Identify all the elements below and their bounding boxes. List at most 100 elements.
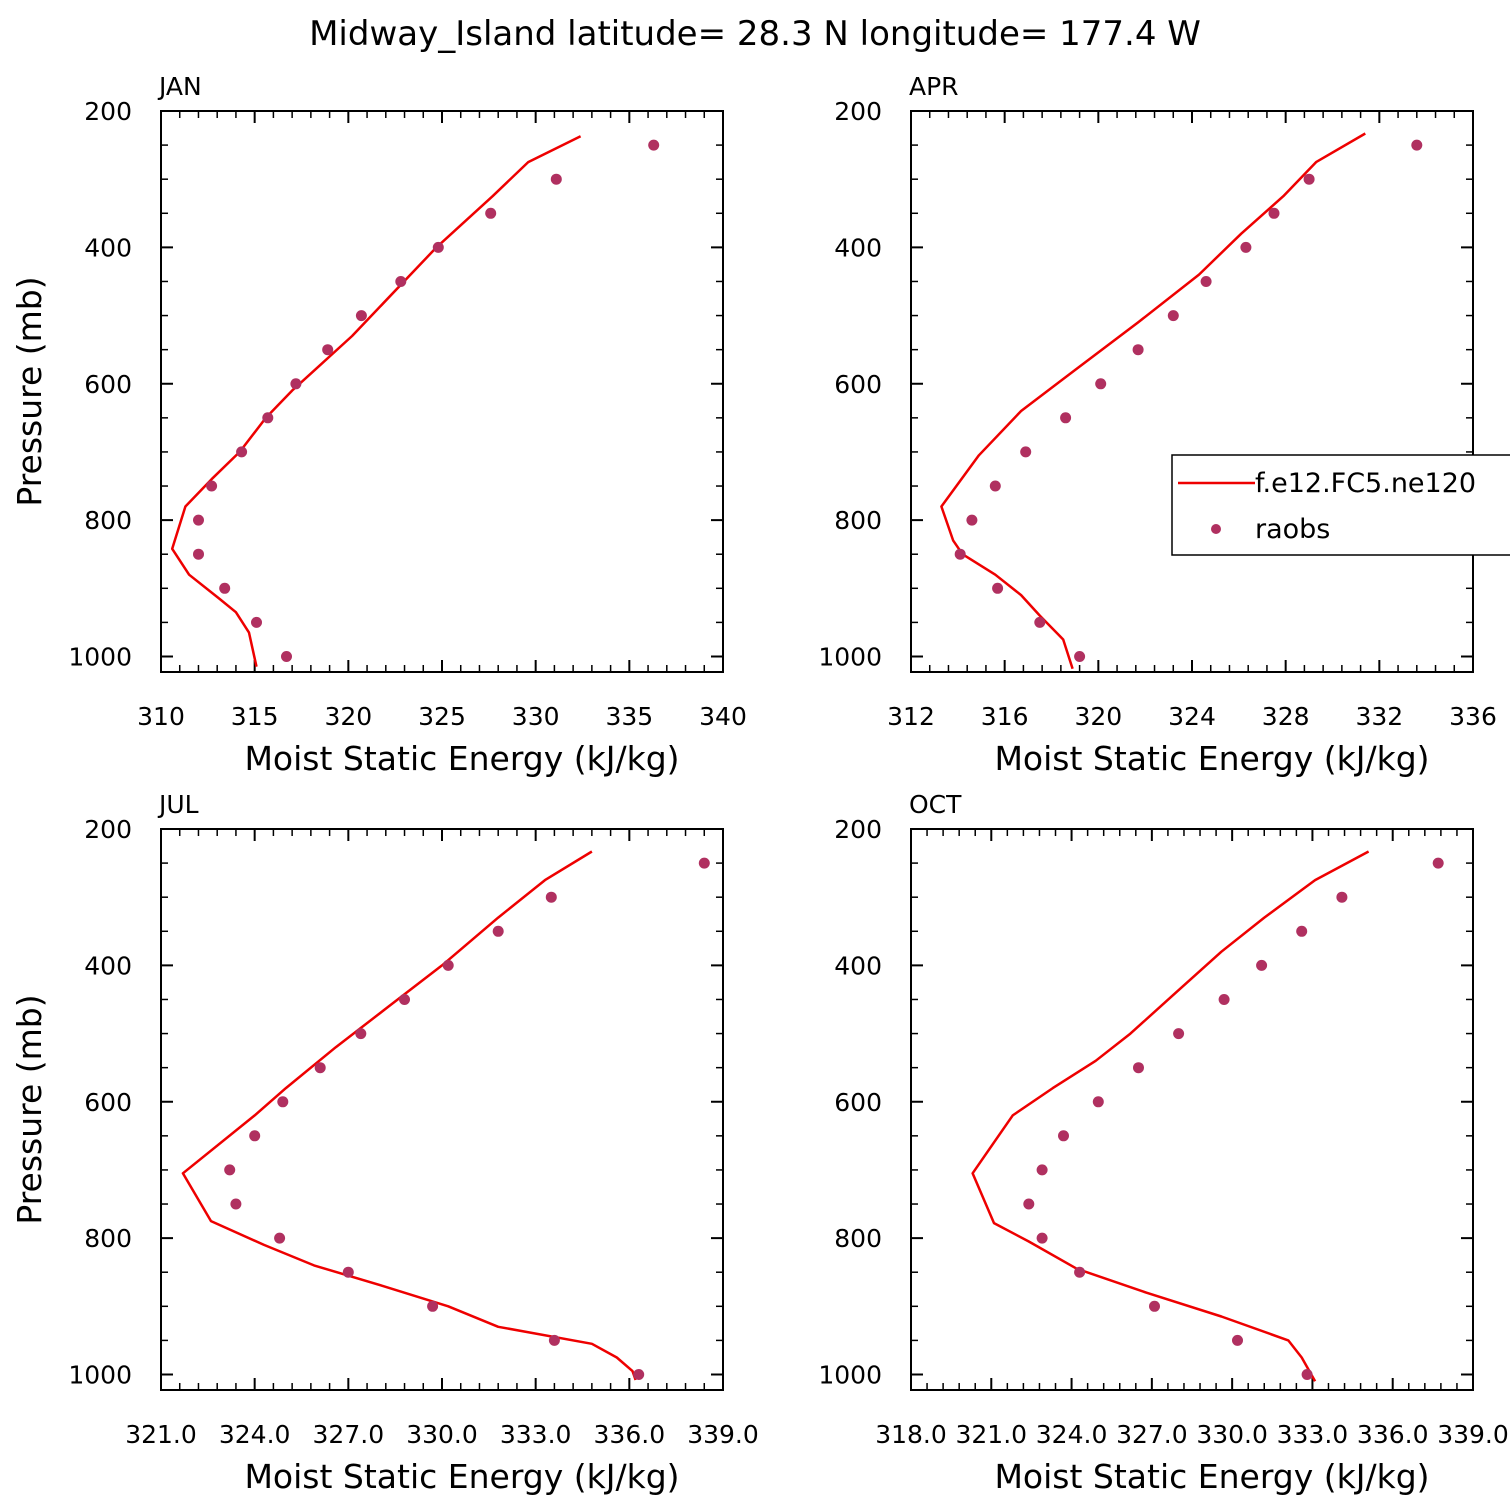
panels: JAN 310 315 320 325 330 335 340 200 400 600 800 1000…: [10, 72, 1509, 1496]
raobs-point: [548, 1334, 560, 1346]
x-tick-label: 312: [887, 702, 935, 731]
raobs-point: [1036, 1164, 1048, 1176]
legend-frame: [1171, 454, 1510, 556]
x-tick-label: 318.0: [875, 1420, 947, 1449]
legend-label-model: f.e12.FC5.ne120: [1255, 468, 1476, 499]
raobs-point: [193, 514, 204, 526]
raobs-point: [1232, 1334, 1243, 1346]
raobs-point: [1074, 1266, 1086, 1278]
raobs-point: [1200, 276, 1212, 287]
y-tick-label: 800: [834, 1224, 882, 1253]
raobs-point: [206, 480, 218, 492]
x-tick-label: 339.0: [1437, 1420, 1509, 1449]
raobs-point: [230, 1198, 242, 1210]
raobs-point: [550, 173, 562, 185]
raobs-point: [262, 412, 274, 424]
raobs-point: [492, 925, 504, 937]
y-tick-label: 800: [834, 506, 882, 535]
raobs-point: [224, 1164, 236, 1176]
raobs-point: [1411, 139, 1423, 151]
raobs-point: [342, 1266, 354, 1278]
raobs-point: [1173, 1028, 1185, 1040]
y-tick-label: 600: [834, 370, 882, 399]
y-tick-label: 1000: [818, 643, 882, 672]
raobs-point: [219, 582, 231, 594]
raobs-point: [1301, 1369, 1313, 1380]
x-tick-label: 335: [605, 702, 653, 731]
raobs-point: [251, 616, 262, 628]
x-tick-label: 325: [418, 702, 466, 731]
raobs-point: [1268, 207, 1280, 219]
raobs-point: [274, 1232, 286, 1244]
y-tick-label: 600: [84, 370, 132, 399]
raobs-point: [648, 139, 660, 151]
y-axis-label: Pressure (mb): [10, 994, 49, 1224]
model-profile-line: [170, 135, 582, 667]
raobs-point: [290, 378, 302, 390]
raobs-point: [277, 1096, 289, 1108]
raobs-point: [1095, 378, 1107, 390]
x-axis-label: Moist Static Energy (kJ/kg): [994, 739, 1429, 778]
raobs-point: [314, 1062, 326, 1074]
raobs-point: [1149, 1300, 1160, 1312]
y-tick-label: 200: [84, 815, 132, 844]
y-tick-label: 600: [84, 1088, 132, 1117]
panel-apr: APR 312 316 320 324 328 332 336 200 400 600 800 1000…: [818, 72, 1496, 778]
raobs-point: [281, 651, 292, 662]
x-tick-label: 324.0: [219, 1420, 291, 1449]
raobs-point: [545, 891, 557, 903]
raobs-point: [1060, 412, 1072, 424]
x-axis-label: Moist Static Energy (kJ/kg): [244, 739, 679, 778]
x-tick-label: 324.0: [1036, 1420, 1108, 1449]
raobs-point: [992, 582, 1004, 594]
y-tick-label: 400: [834, 951, 882, 980]
x-tick-label: 336.0: [1357, 1420, 1429, 1449]
x-tick-label: 327.0: [1116, 1420, 1188, 1449]
raobs-point: [1058, 1130, 1069, 1142]
panel-oct: OCT 318.0 321.0 324.0 327.0 330.0 333.0 336.0 33…: [818, 790, 1508, 1496]
x-tick-label: 327.0: [313, 1420, 385, 1449]
raobs-point: [633, 1369, 645, 1380]
y-tick-label: 400: [84, 233, 132, 262]
y-tick-label: 400: [834, 233, 882, 262]
raobs-point: [1020, 446, 1032, 458]
raobs-point: [1074, 651, 1086, 662]
panel-jul: JUL 321.0 324.0 327.0 330.0 333.0 336.0 339.0 20…: [10, 790, 759, 1496]
x-tick-label: 316: [981, 702, 1029, 731]
x-tick-label: 320: [1074, 702, 1122, 731]
raobs-point: [1034, 616, 1046, 628]
panel-label: OCT: [909, 790, 962, 819]
raobs-point: [395, 276, 407, 287]
raobs-point: [236, 446, 248, 458]
model-profile-line: [181, 850, 637, 1381]
x-tick-label: 330: [512, 702, 560, 731]
raobs-point: [355, 310, 367, 322]
x-tick-label: 336: [1449, 702, 1497, 731]
raobs-point: [432, 241, 444, 253]
raobs-point: [1296, 925, 1308, 937]
y-tick-label: 200: [834, 815, 882, 844]
y-tick-label: 1000: [818, 1361, 882, 1390]
x-tick-label: 310: [137, 702, 185, 731]
raobs-point: [698, 857, 710, 869]
raobs-point: [1256, 959, 1268, 971]
raobs-point: [1133, 1062, 1144, 1074]
y-tick-label: 200: [84, 97, 132, 126]
model-profile-line: [940, 132, 1366, 670]
x-tick-label: 321.0: [125, 1420, 197, 1449]
legend-label-obs: raobs: [1255, 514, 1330, 545]
x-tick-label: 320: [324, 702, 372, 731]
x-axis-label: Moist Static Energy (kJ/kg): [244, 1457, 679, 1496]
raobs-point: [322, 344, 334, 356]
x-tick-label: 333.0: [500, 1420, 572, 1449]
raobs-point: [1167, 310, 1179, 322]
raobs-point: [1303, 173, 1315, 185]
panel-label: JAN: [157, 72, 202, 101]
plot-frame: [160, 110, 724, 673]
legend: f.e12.FC5.ne120 raobs: [1171, 454, 1510, 556]
raobs-point: [249, 1130, 261, 1142]
raobs-point: [1218, 994, 1230, 1005]
y-tick-label: 1000: [68, 643, 132, 672]
raobs-point: [355, 1028, 367, 1040]
